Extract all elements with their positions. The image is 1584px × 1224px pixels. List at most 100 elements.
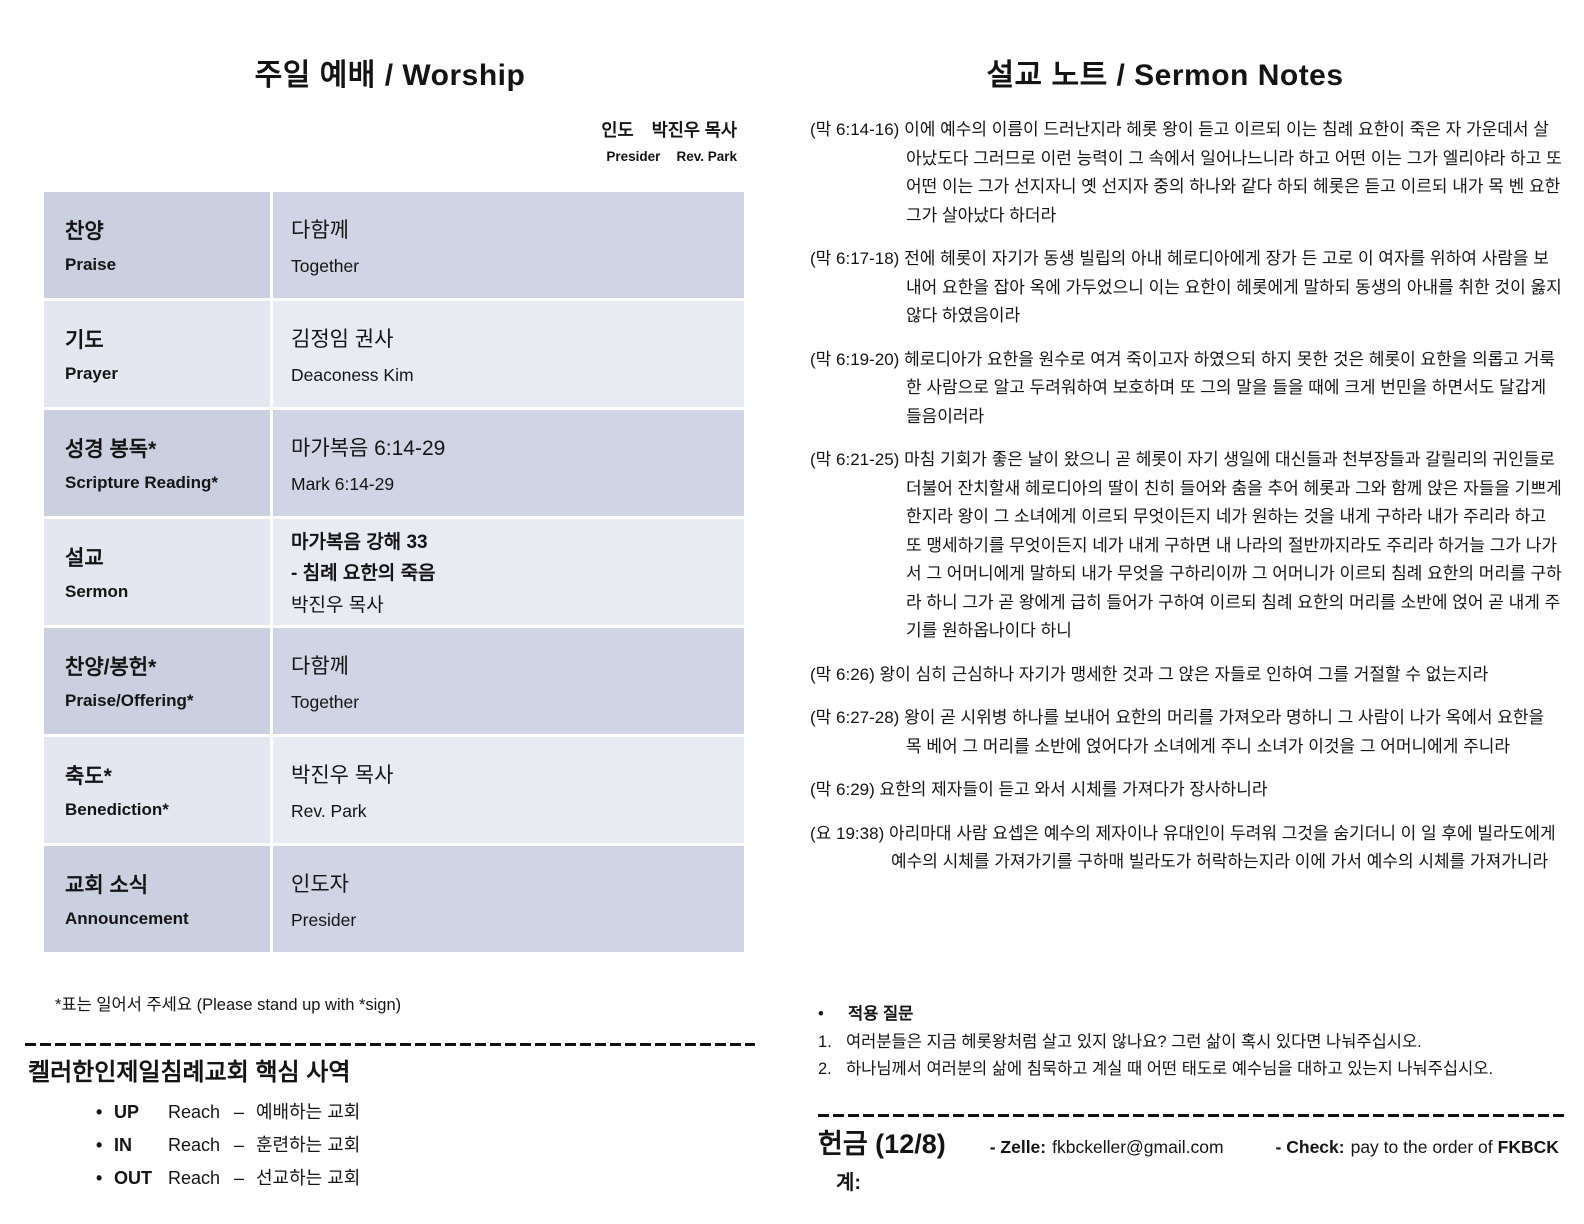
scripture-text: 요한의 제자들이 듣고 와서 시체를 가져다가 장사하니라 (879, 780, 1268, 799)
table-label-prayer: 기도 Prayer (44, 301, 270, 407)
label-en: Benediction* (65, 800, 169, 819)
label-ko: 축도* (65, 765, 112, 788)
label-en: Prayer (65, 364, 118, 383)
table-value-scripture-reading: 마가복음 6:14-29 Mark 6:14-29 (273, 410, 744, 516)
table-label-announcement: 교회 소식 Announcement (44, 846, 270, 952)
ministry-item-in: • IN Reach – 훈련하는 교회 (96, 1131, 360, 1164)
sermon-speaker: 박진우 목사 (291, 594, 384, 616)
scripture-passage: (막 6:14-16) 이에 예수의 이름이 드러난지라 헤롯 왕이 듣고 이르… (810, 116, 1563, 230)
scripture-passage: (요 19:38) 아리마대 사람 요셉은 예수의 제자이나 유대인이 두려워 … (810, 820, 1563, 877)
ministry-dash: – (234, 1102, 245, 1122)
scripture-text: 이에 예수의 이름이 드러난지라 헤롯 왕이 듣고 이르되 이는 침례 요한이 … (904, 120, 1562, 225)
question-text: 여러분들은 지금 헤롯왕처럼 살고 있지 않나요? 그런 삶이 혹시 있다면 나… (846, 1032, 1422, 1051)
core-ministry-list: • UP Reach – 예배하는 교회 • IN Reach – 훈련하는 교… (96, 1098, 360, 1197)
table-label-praise-offering: 찬양/봉헌* Praise/Offering* (44, 628, 270, 734)
value-en: Together (291, 691, 360, 712)
check-instruction: pay to the order of (1350, 1137, 1493, 1157)
scripture-reference: (막 6:19-20) (810, 349, 900, 369)
question-item-2: 2. 하나님께서 여러분의 삶에 침묵하고 계실 때 어떤 태도로 예수님을 대… (818, 1056, 1576, 1084)
scripture-reference: (막 6:21-25) (810, 450, 900, 469)
value-ko: 박진우 목사 (291, 763, 394, 787)
zelle-label: - Zelle: (989, 1137, 1047, 1157)
label-ko: 찬양 (65, 220, 104, 243)
ministry-desc: 예배하는 교회 (256, 1102, 361, 1122)
scripture-reference: (막 6:27-28) (810, 708, 900, 727)
presider-block: 인도 박진우 목사 Presider Rev. Park (601, 117, 737, 164)
label-ko: 설교 (65, 547, 104, 570)
presider-name-ko: 박진우 목사 (651, 120, 737, 140)
bullet-icon: • (96, 1168, 103, 1188)
label-en: Scripture Reading* (65, 473, 219, 492)
value-ko: 마가복음 6:14-29 (291, 436, 446, 460)
question-text: 하나님께서 여러분의 삶에 침묵하고 계실 때 어떤 태도로 예수님을 대하고 … (846, 1060, 1494, 1078)
scripture-text: 전에 헤롯이 자기가 동생 빌립의 아내 헤로디아에게 장가 든 고로 이 여자… (904, 249, 1562, 325)
table-value-praise: 다함께 Together (273, 192, 744, 298)
scripture-reference: (막 6:29) (810, 780, 875, 799)
scripture-reference: (막 6:17-18) (810, 249, 900, 268)
value-en: Deaconess Kim (291, 364, 414, 385)
value-ko: 인도자 (291, 872, 349, 896)
table-value-sermon: 마가복음 강해 33 - 침례 요한의 죽음 박진우 목사 (273, 519, 744, 625)
ministry-word: Reach (168, 1168, 221, 1188)
ministry-item-out: • OUT Reach – 선교하는 교회 (96, 1164, 360, 1197)
worship-order-table: 찬양 Praise 다함께 Together 기도 Prayer 김정임 권사 … (44, 192, 744, 952)
ministry-desc: 훈련하는 교회 (256, 1135, 361, 1155)
table-value-praise-offering: 다함께 Together (273, 628, 744, 734)
scripture-text: 왕이 곧 시위병 하나를 보내어 요한의 머리를 가져오라 명하니 그 사람이 … (904, 708, 1545, 756)
offering-label: 헌금 (12/8) (818, 1129, 946, 1159)
scripture-reference: (막 6:14-16) (810, 120, 900, 139)
value-ko: 김정임 권사 (291, 327, 394, 351)
application-questions-title: 적용 질문 (848, 1005, 914, 1023)
question-number: 1. (818, 1032, 832, 1051)
check-payment-info: - Check: pay to the order of FKBCK (1276, 1137, 1559, 1158)
sermon-notes-title: 설교 노트 / Sermon Notes (986, 59, 1344, 92)
presider-name-en: Rev. Park (676, 149, 737, 164)
core-ministry-title: 켈러한인제일침례교회 핵심 사역 (28, 1059, 351, 1086)
ministry-word: Reach (168, 1135, 221, 1155)
check-payee: FKBCK (1497, 1137, 1559, 1157)
scripture-passage: (막 6:21-25) 마침 기회가 좋은 날이 왔으니 곧 헤롯이 자기 생일… (810, 446, 1563, 646)
label-ko: 찬양/봉헌* (65, 656, 157, 679)
label-ko: 기도 (65, 329, 104, 352)
application-questions-header: • 적용 질문 (818, 1001, 1576, 1029)
presider-line-english: Presider Rev. Park (601, 149, 737, 164)
bullet-icon: • (96, 1135, 103, 1155)
label-ko: 교회 소식 (65, 874, 149, 897)
right-section-divider (818, 1114, 1565, 1117)
zelle-payment-info: - Zelle: fkbckeller@gmail.com (990, 1137, 1224, 1158)
scripture-text: 마침 기회가 좋은 날이 왔으니 곧 헤롯이 자기 생일에 대신들과 천부장들과… (904, 450, 1562, 640)
scripture-passage: (막 6:17-18) 전에 헤롯이 자기가 동생 빌립의 아내 헤로디아에게 … (810, 245, 1563, 331)
value-en: Presider (291, 909, 357, 930)
sermon-scripture-block: (막 6:14-16) 이에 예수의 이름이 드러난지라 헤롯 왕이 듣고 이르… (810, 116, 1563, 892)
value-en: Together (291, 255, 360, 276)
table-label-sermon: 설교 Sermon (44, 519, 270, 625)
presider-role-ko: 인도 (601, 120, 634, 140)
offering-total-label: 계: (836, 1172, 862, 1194)
value-en: Rev. Park (291, 800, 367, 821)
label-en: Praise (65, 255, 117, 274)
ministry-key: UP (114, 1102, 140, 1122)
table-value-announcement: 인도자 Presider (273, 846, 744, 952)
label-en: Praise/Offering* (65, 691, 194, 710)
scripture-text: 아리마대 사람 요셉은 예수의 제자이나 유대인이 두려워 그것을 숨기더니 이… (888, 823, 1556, 872)
sermon-subtitle: - 침례 요한의 죽음 (291, 562, 436, 584)
table-value-prayer: 김정임 권사 Deaconess Kim (273, 301, 744, 407)
ministry-dash: – (234, 1168, 245, 1188)
ministry-key: IN (114, 1135, 132, 1155)
scripture-text: 헤로디아가 요한을 원수로 여겨 죽이고자 하였으되 하지 못한 것은 헤롯이 … (904, 349, 1556, 426)
check-label: - Check: (1275, 1137, 1345, 1157)
value-ko: 다함께 (291, 654, 349, 678)
scripture-passage: (막 6:29) 요한의 제자들이 듣고 와서 시체를 가져다가 장사하니라 (810, 776, 1563, 805)
presider-line-korean: 인도 박진우 목사 (601, 117, 737, 142)
scripture-text: 왕이 심히 근심하나 자기가 맹세한 것과 그 앉은 자들로 인하여 그를 거절… (879, 664, 1489, 684)
bullet-icon: • (96, 1102, 103, 1122)
table-label-benediction: 축도* Benediction* (44, 737, 270, 843)
question-item-1: 1. 여러분들은 지금 헤롯왕처럼 살고 있지 않나요? 그런 삶이 혹시 있다… (818, 1029, 1576, 1057)
left-section-divider (25, 1043, 755, 1046)
worship-title: 주일 예배 / Worship (254, 59, 526, 92)
question-number: 2. (818, 1060, 832, 1078)
bullet-icon: • (818, 1005, 824, 1023)
presider-role-en: Presider (606, 149, 661, 164)
ministry-word: Reach (168, 1102, 221, 1122)
scripture-passage: (막 6:27-28) 왕이 곧 시위병 하나를 보내어 요한의 머리를 가져오… (810, 704, 1563, 761)
